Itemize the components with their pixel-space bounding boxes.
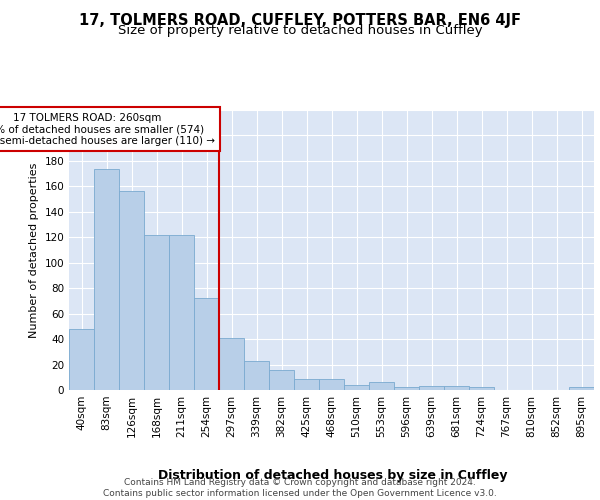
- Text: Size of property relative to detached houses in Cuffley: Size of property relative to detached ho…: [118, 24, 482, 37]
- Bar: [94, 168, 119, 390]
- Bar: [419, 386, 444, 390]
- Bar: [469, 388, 494, 390]
- Bar: [369, 382, 394, 390]
- Bar: [244, 360, 269, 390]
- Bar: [194, 298, 219, 390]
- Y-axis label: Number of detached properties: Number of detached properties: [29, 162, 39, 338]
- Text: Contains HM Land Registry data © Crown copyright and database right 2024.
Contai: Contains HM Land Registry data © Crown c…: [103, 478, 497, 498]
- Bar: [119, 192, 144, 390]
- Bar: [344, 385, 369, 390]
- Bar: [444, 386, 469, 390]
- Bar: [319, 378, 344, 390]
- Text: 17, TOLMERS ROAD, CUFFLEY, POTTERS BAR, EN6 4JF: 17, TOLMERS ROAD, CUFFLEY, POTTERS BAR, …: [79, 12, 521, 28]
- Bar: [294, 378, 319, 390]
- Text: Distribution of detached houses by size in Cuffley: Distribution of detached houses by size …: [158, 470, 508, 482]
- Bar: [269, 370, 294, 390]
- Text: 17 TOLMERS ROAD: 260sqm
← 84% of detached houses are smaller (574)
16% of semi-d: 17 TOLMERS ROAD: 260sqm ← 84% of detache…: [0, 112, 215, 146]
- Bar: [219, 338, 244, 390]
- Bar: [394, 388, 419, 390]
- Bar: [569, 388, 594, 390]
- Bar: [169, 234, 194, 390]
- Bar: [144, 234, 169, 390]
- Bar: [69, 329, 94, 390]
